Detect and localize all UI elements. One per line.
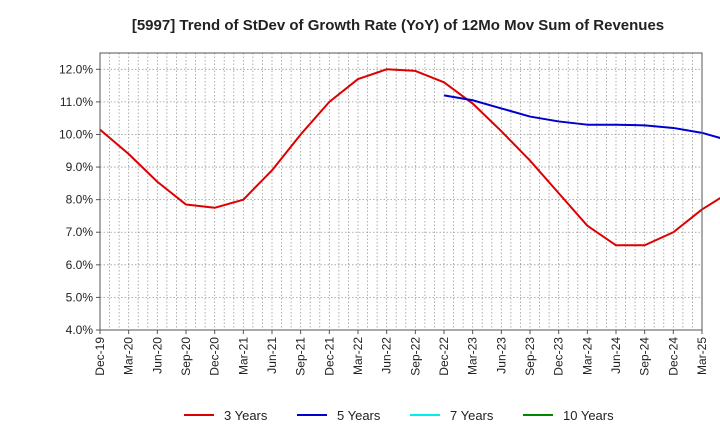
y-tick-label: 12.0% (59, 62, 93, 76)
x-tick-label: Dec-23 (552, 337, 566, 376)
x-tick-label: Mar-22 (351, 337, 365, 375)
x-tick-label: Sep-21 (294, 337, 308, 376)
x-tick-label: Mar-24 (580, 337, 594, 375)
legend-label-5-years: 5 Years (337, 408, 381, 423)
y-tick-label: 7.0% (66, 225, 94, 239)
series-line-3-years (99, 68, 720, 247)
legend-label-3-years: 3 Years (224, 408, 268, 423)
grid-layer (100, 53, 702, 331)
chart-title: [5997] Trend of StDev of Growth Rate (Yo… (132, 17, 664, 34)
x-axis-ticks: Dec-19 Mar-20 Jun-20 Sep-20 Dec-20 Mar-21 Jun-… (93, 330, 709, 376)
legend: 3 Years 5 Years 7 Years 10 Years (184, 408, 614, 423)
x-tick-label: Jun-20 (150, 337, 164, 374)
series-line-5-years (443, 94, 720, 139)
y-axis-ticks: 4.0% 5.0% 6.0% 7.0% 8.0% 9.0% 10.0% 11.0% 12.0% (59, 62, 100, 337)
y-tick-label: 10.0% (59, 127, 93, 141)
legend-label-10-years: 10 Years (563, 408, 614, 423)
x-tick-label: Mar-23 (466, 337, 480, 375)
x-tick-label: Sep-22 (408, 337, 422, 376)
x-tick-label: Sep-24 (638, 337, 652, 376)
plot-border (99, 52, 703, 331)
x-tick-label: Dec-22 (437, 337, 451, 376)
y-tick-label: 8.0% (66, 193, 94, 207)
legend-label-7-years: 7 Years (450, 408, 494, 423)
y-tick-label: 11.0% (60, 95, 93, 109)
y-tick-label: 4.0% (66, 323, 94, 337)
x-tick-label: Mar-20 (122, 337, 136, 375)
x-tick-label: Dec-19 (93, 337, 107, 376)
series-layer (99, 68, 720, 247)
x-tick-label: Jun-23 (494, 337, 508, 374)
x-tick-label: Jun-21 (265, 337, 279, 374)
x-tick-label: Jun-24 (609, 337, 623, 374)
x-tick-label: Jun-22 (380, 337, 394, 374)
x-tick-label: Dec-21 (322, 337, 336, 376)
x-tick-label: Dec-24 (666, 337, 680, 376)
plot-frame (99, 52, 703, 331)
x-tick-label: Mar-25 (695, 337, 709, 375)
y-tick-label: 6.0% (66, 258, 94, 272)
x-tick-label: Mar-21 (236, 337, 250, 375)
x-tick-label: Dec-20 (208, 337, 222, 376)
x-tick-label: Sep-23 (523, 337, 537, 376)
y-tick-label: 5.0% (66, 290, 94, 304)
x-tick-label: Sep-20 (179, 337, 193, 376)
y-tick-label: 9.0% (66, 160, 94, 174)
